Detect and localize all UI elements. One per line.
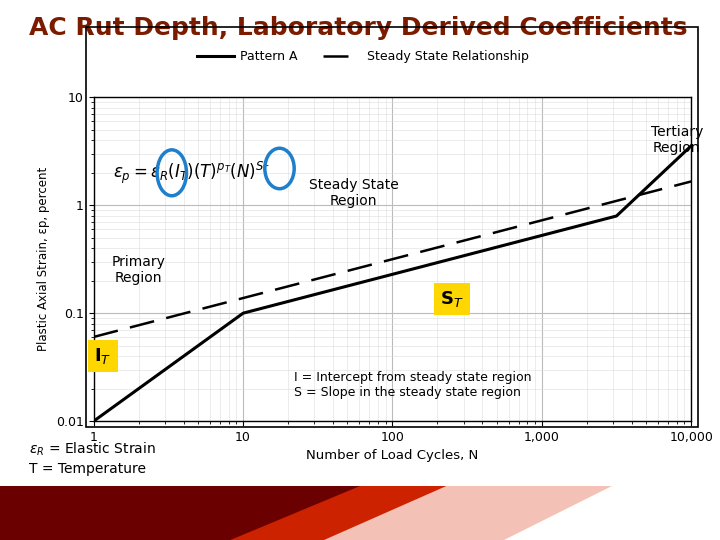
Pattern A <box>331 286 340 293</box>
PathPatch shape <box>0 486 446 540</box>
Pattern A <box>555 227 564 234</box>
Line: Steady State Relationship: Steady State Relationship <box>94 181 691 337</box>
Steady State Relationship <box>555 212 564 219</box>
Pattern A <box>150 374 159 380</box>
Text: $\varepsilon_p = \varepsilon_R\left(I_T\right)\left(T\right)^{p_T}\left(N\right): $\varepsilon_p = \varepsilon_R\left(I_T\… <box>113 160 270 186</box>
Legend: Pattern A, Steady State Relationship: Pattern A, Steady State Relationship <box>192 45 534 68</box>
PathPatch shape <box>0 486 612 540</box>
Pattern A <box>500 242 508 248</box>
Text: I = Intercept from steady state region
S = Slope in the steady state region: I = Intercept from steady state region S… <box>294 371 531 399</box>
Text: Tertiary
Region: Tertiary Region <box>651 125 703 156</box>
PathPatch shape <box>0 486 360 540</box>
Steady State Relationship <box>150 318 159 325</box>
Text: AC Rut Depth, Laboratory Derived Coefficients: AC Rut Depth, Laboratory Derived Coeffic… <box>29 16 688 40</box>
Steady State Relationship <box>566 210 575 216</box>
Text: I$_T$: I$_T$ <box>94 346 112 366</box>
Text: Steady State
Region: Steady State Region <box>309 178 398 208</box>
Y-axis label: Plastic Axial Strain, εp, percent: Plastic Axial Strain, εp, percent <box>37 167 50 352</box>
Text: $\varepsilon_R$ = Elastic Strain: $\varepsilon_R$ = Elastic Strain <box>29 440 156 457</box>
Text: Primary
Region: Primary Region <box>112 255 166 285</box>
Line: Pattern A: Pattern A <box>94 146 691 421</box>
Steady State Relationship <box>331 271 340 278</box>
Pattern A <box>566 225 575 231</box>
Pattern A <box>687 143 696 149</box>
Steady State Relationship <box>353 265 361 272</box>
Steady State Relationship <box>500 227 508 233</box>
Pattern A <box>353 280 361 287</box>
Pattern A <box>89 418 98 424</box>
Text: S$_T$: S$_T$ <box>440 289 464 309</box>
X-axis label: Number of Load Cycles, N: Number of Load Cycles, N <box>306 449 479 462</box>
Steady State Relationship <box>89 334 98 340</box>
Text: T = Temperature: T = Temperature <box>29 462 145 476</box>
Steady State Relationship <box>687 178 696 185</box>
